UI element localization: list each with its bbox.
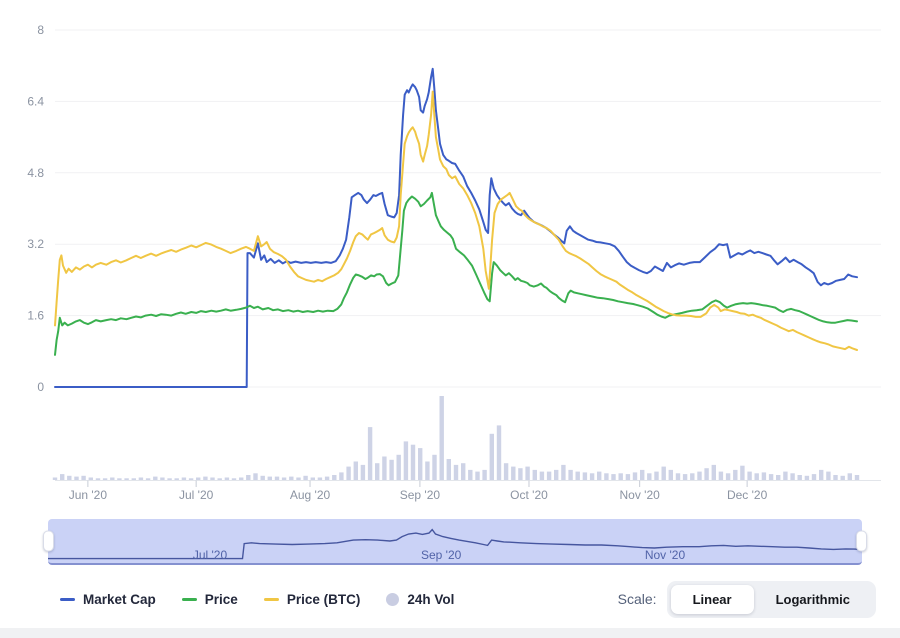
legend-item-24h-vol[interactable]: 24h Vol	[386, 592, 454, 607]
legend-item-market-cap[interactable]: Market Cap	[60, 592, 156, 607]
market-cap-line-swatch	[60, 597, 75, 601]
svg-text:8: 8	[37, 23, 44, 37]
legend-item-price-btc[interactable]: Price (BTC)	[263, 591, 361, 607]
legend-label: Price (BTC)	[286, 591, 361, 607]
volume-dot-swatch	[386, 592, 400, 606]
price-line-swatch	[181, 597, 197, 601]
legend-label: 24h Vol	[407, 591, 455, 607]
price-btc-line-swatch	[263, 597, 279, 601]
page-background-strip	[0, 628, 900, 638]
chart-footer: Market Cap Price Price (BTC) 24h Vol	[0, 578, 900, 620]
svg-text:Nov '20: Nov '20	[620, 488, 661, 502]
chart-legend: Market Cap Price Price (BTC) 24h Vol	[60, 592, 454, 607]
scale-label: Scale:	[617, 591, 657, 607]
legend-label: Market Cap	[83, 591, 156, 607]
brush-month-label: Sep '20	[420, 548, 462, 562]
date-range-brush[interactable]: Jul '20 Sep '20 Nov '20	[43, 519, 867, 565]
brush-month-label: Nov '20	[644, 548, 686, 562]
svg-text:3.2: 3.2	[27, 237, 44, 251]
svg-text:4.8: 4.8	[27, 166, 44, 180]
svg-text:6.4: 6.4	[27, 94, 44, 108]
svg-text:0: 0	[37, 380, 44, 394]
svg-text:Jul '20: Jul '20	[179, 488, 214, 502]
logarithmic-scale-button[interactable]: Logarithmic	[754, 585, 872, 614]
scale-toggle: Linear Logarithmic	[666, 580, 876, 618]
svg-text:Jun '20: Jun '20	[69, 488, 108, 502]
legend-label: Price	[204, 591, 238, 607]
brush-month-label: Jul '20	[192, 548, 228, 562]
svg-text:Dec '20: Dec '20	[727, 488, 768, 502]
brush-minichart	[48, 528, 862, 560]
linear-scale-button[interactable]: Linear	[670, 584, 754, 614]
svg-text:Aug '20: Aug '20	[290, 488, 331, 502]
brush-handle-left[interactable]	[43, 530, 54, 552]
svg-text:Oct '20: Oct '20	[510, 488, 548, 502]
brush-handle-right[interactable]	[856, 530, 867, 552]
svg-text:Sep '20: Sep '20	[400, 488, 441, 502]
price-history-chart[interactable]: 0 1.6 3.2 4.8 6.4 8 Jun '20 Jul '20 Aug '20 Sep '…	[0, 0, 900, 505]
scale-control: Scale: Linear Logarithmic	[618, 578, 876, 620]
svg-text:1.6: 1.6	[27, 309, 44, 323]
legend-item-price[interactable]: Price	[181, 591, 238, 607]
